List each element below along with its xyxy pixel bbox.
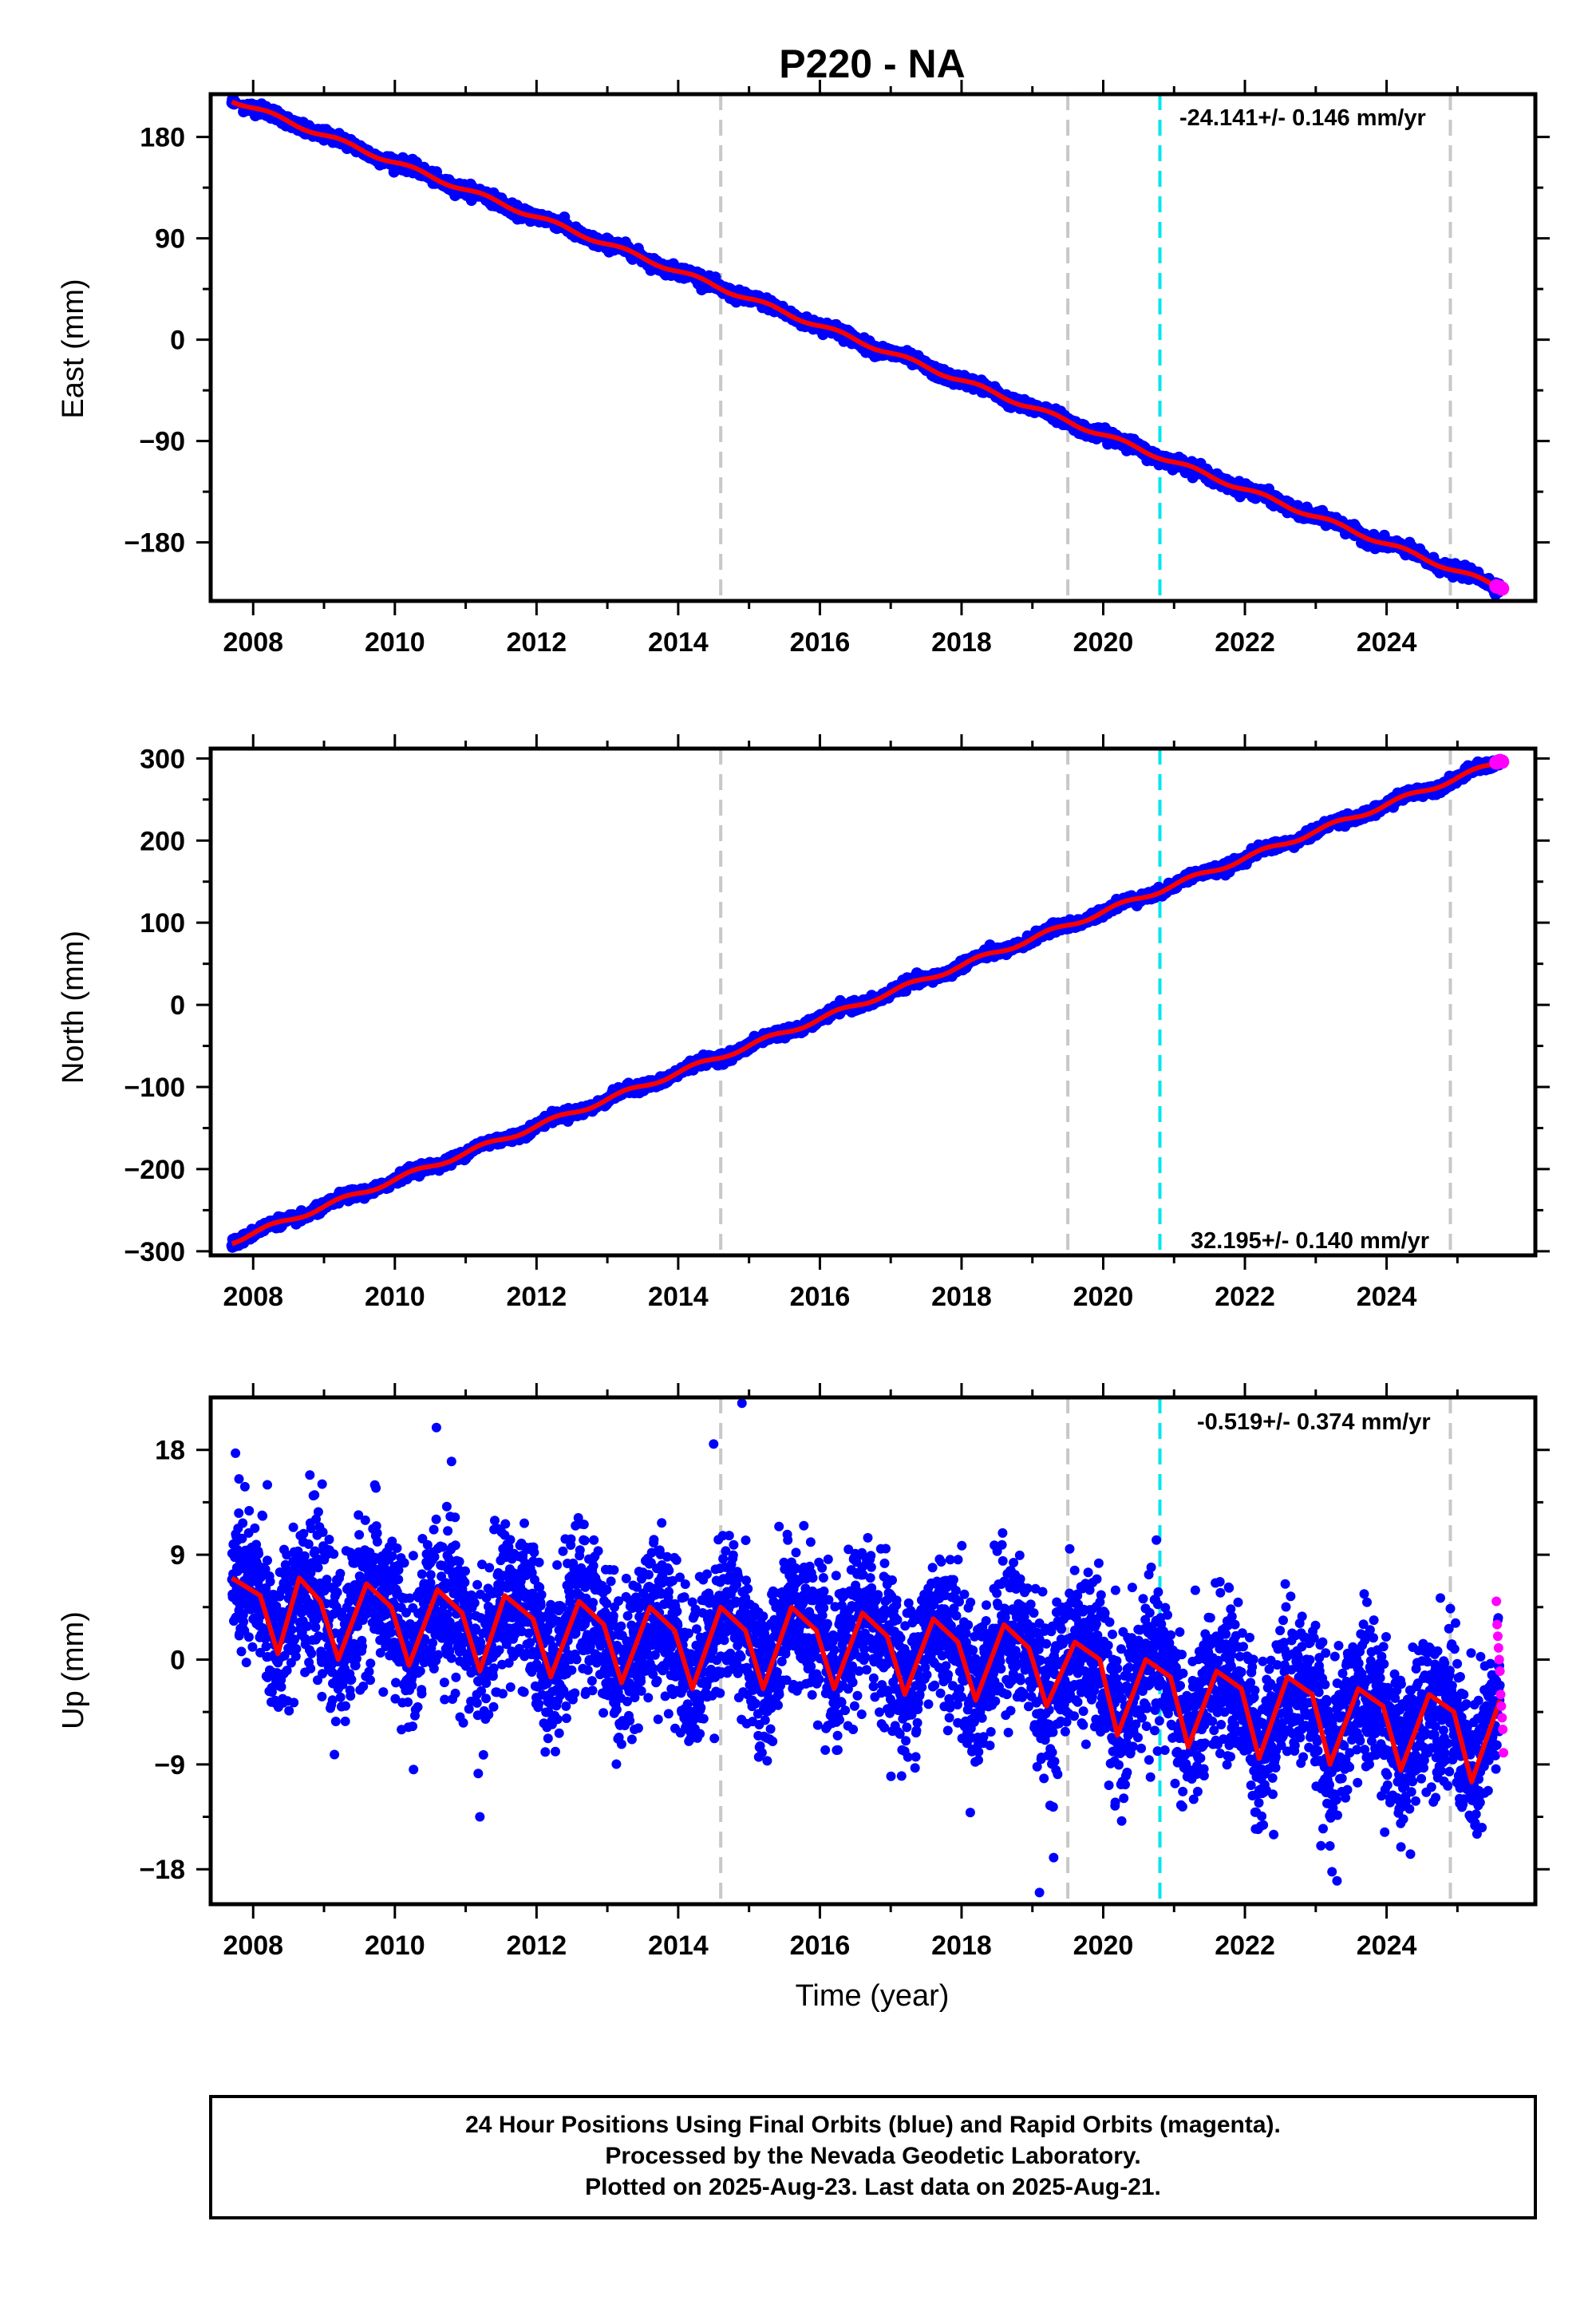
rapid-orbit-point <box>1495 581 1510 596</box>
x-tick-label: 2012 <box>507 627 567 658</box>
east-rate-label: -24.141+/- 0.146 mm/yr <box>1179 105 1426 131</box>
x-tick-label: 2018 <box>931 627 992 658</box>
x-tick-label: 2024 <box>1357 627 1417 658</box>
east-panel: East (mm) -24.141+/- 0.146 mm/yr 2008 201… <box>57 80 1550 658</box>
x-tick-label: 2010 <box>365 627 425 658</box>
y-tick-label: 180 <box>140 123 185 153</box>
y-tick-label: 90 <box>155 224 185 255</box>
chart-title: P220 - NA <box>779 41 965 86</box>
y-tick-label: −180 <box>124 528 185 559</box>
plot-layer <box>226 749 1510 1255</box>
y-tick-label: −90 <box>139 427 185 457</box>
x-tick-label: 2022 <box>1215 627 1275 658</box>
east-ylabel: East (mm) <box>57 279 90 418</box>
north-panel: North (mm) 32.195+/- 0.140 mm/yr 2008 201… <box>57 734 1550 1312</box>
x-tick-label: 2014 <box>648 627 709 658</box>
y-tick-label: 0 <box>170 326 185 356</box>
x-tick-label: 2008 <box>223 627 283 658</box>
x-tick-label: 2020 <box>1073 627 1134 658</box>
x-tick-label: 2016 <box>790 627 851 658</box>
plot-layer <box>226 93 1510 601</box>
